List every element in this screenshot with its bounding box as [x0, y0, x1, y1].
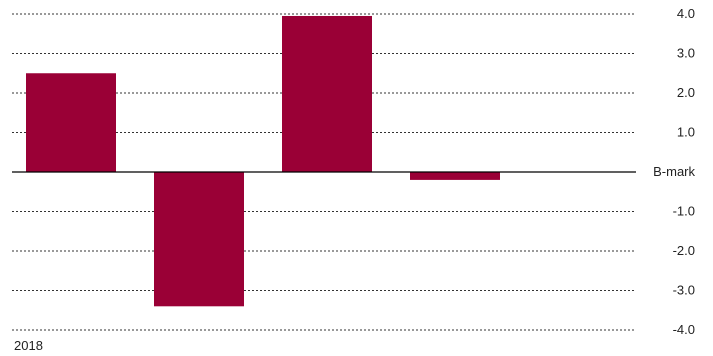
y-tick-label: 3.0 [677, 46, 695, 61]
x-axis-category-labels: 2018 [14, 338, 43, 353]
y-tick-label: -1.0 [673, 204, 695, 219]
y-axis-tick-labels: 4.0 3.0 2.0 1.0 B-mark -1.0 -2.0 -3.0 -4.0 [653, 6, 695, 337]
bar [26, 73, 116, 172]
y-tick-label: -3.0 [673, 283, 695, 298]
x-category-label: 2018 [14, 338, 43, 353]
y-tick-label: -4.0 [673, 322, 695, 337]
y-tick-label: -2.0 [673, 243, 695, 258]
bar [410, 172, 500, 180]
y-tick-label: 1.0 [677, 125, 695, 140]
y-tick-label: B-mark [653, 164, 695, 179]
bars [26, 15, 500, 307]
y-tick-label: 2.0 [677, 85, 695, 100]
y-tick-label: 4.0 [677, 6, 695, 21]
bar [154, 172, 244, 307]
bar [282, 15, 372, 172]
